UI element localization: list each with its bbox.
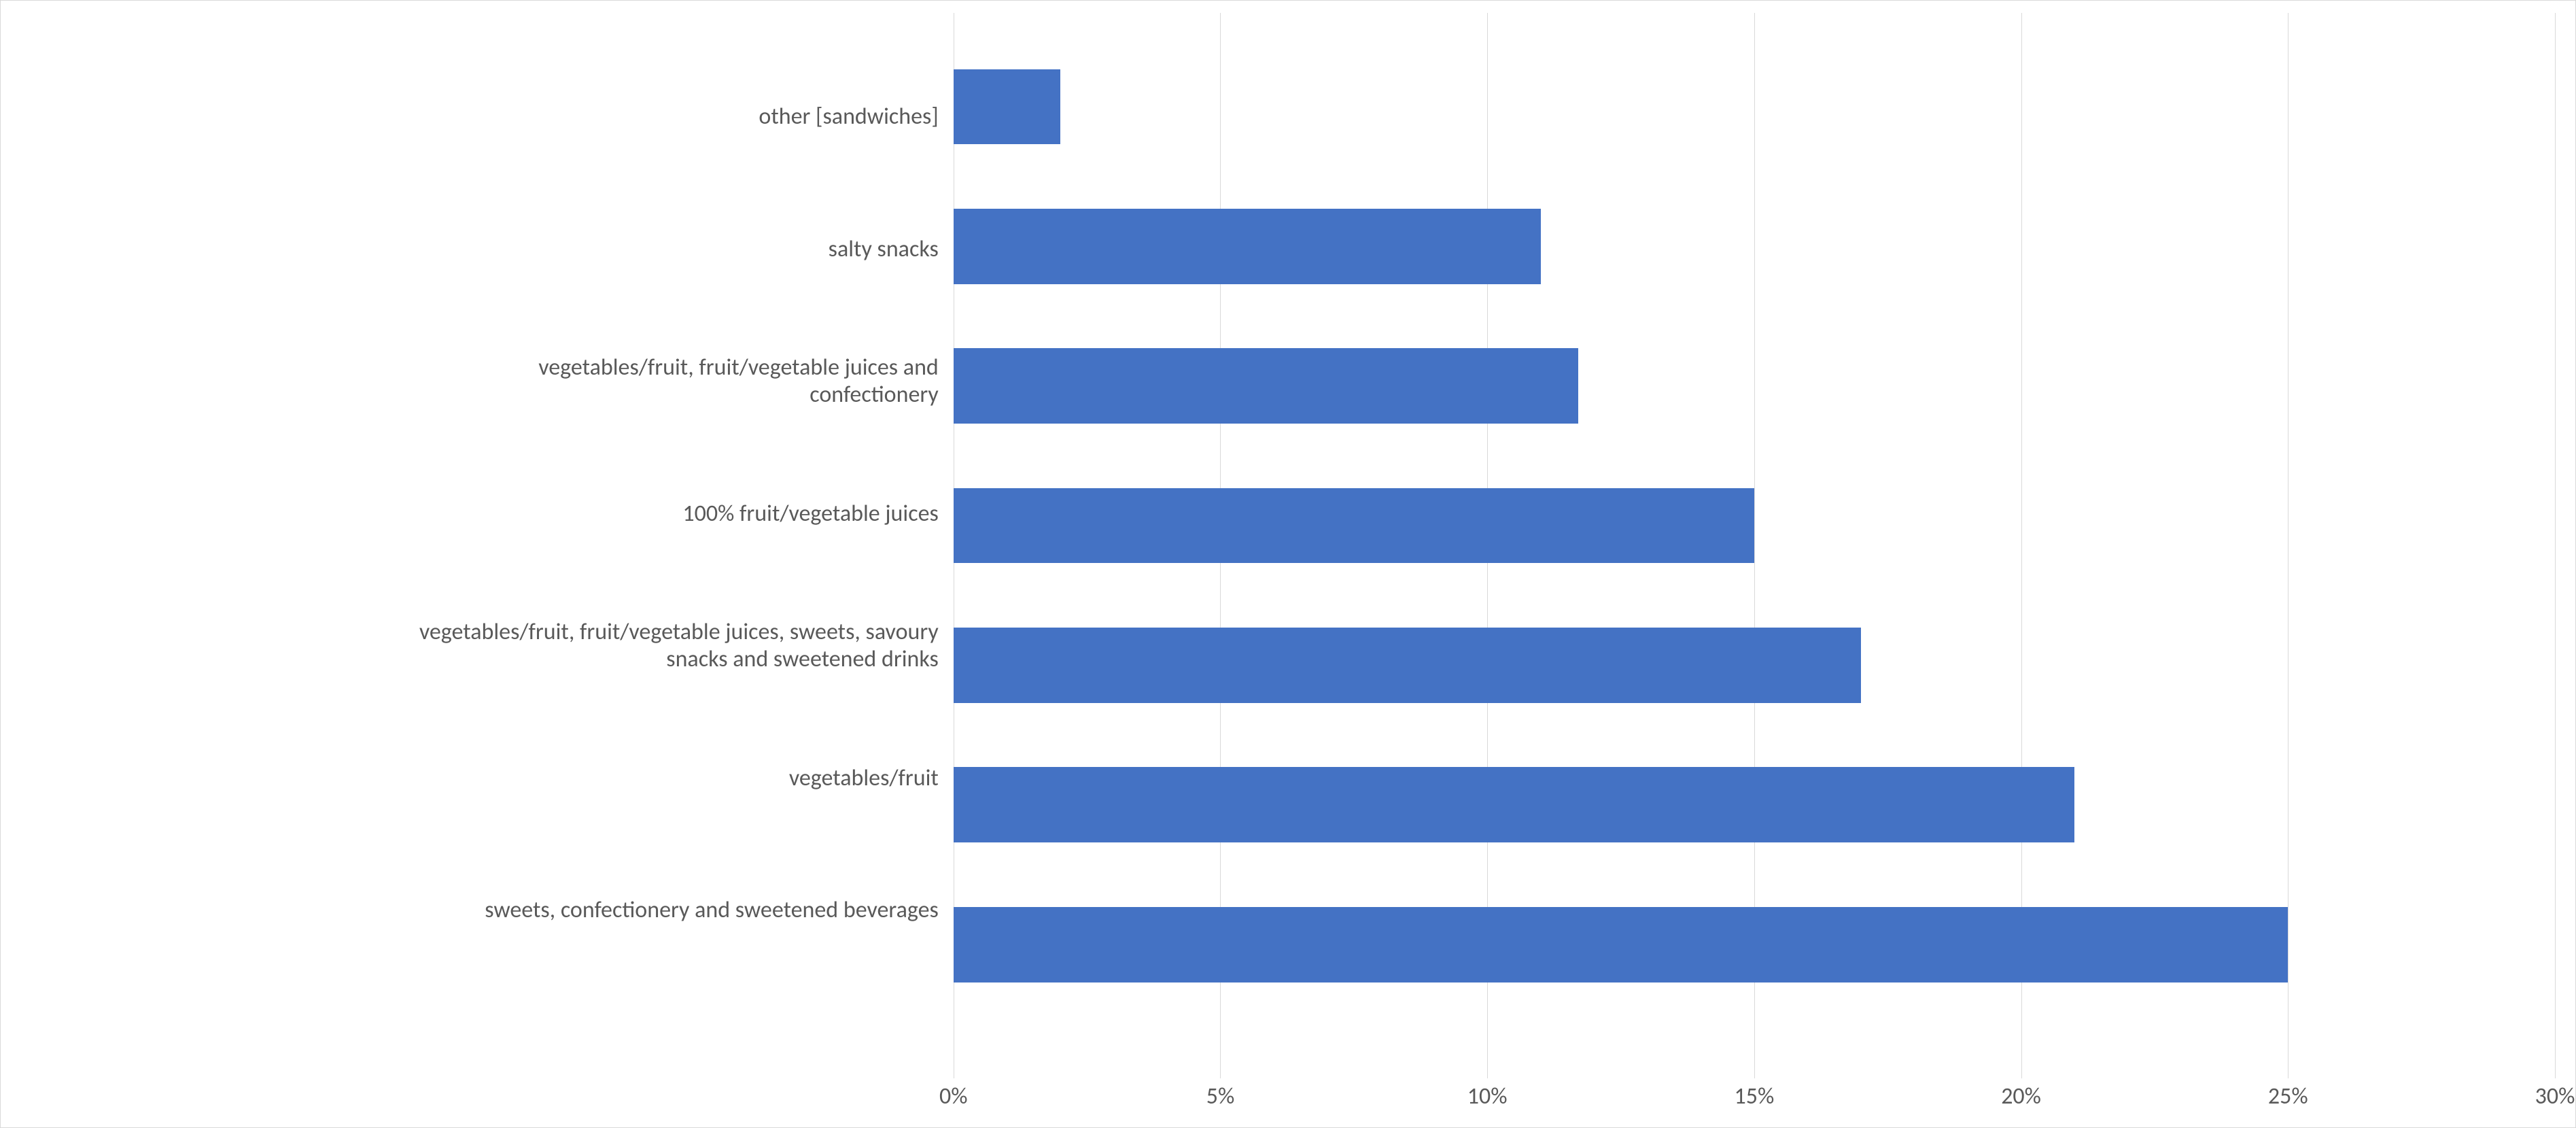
plot-area xyxy=(954,13,2555,1078)
category-label: vegetables/fruit, fruit/vegetable juices… xyxy=(13,580,954,712)
category-label: 100% fruit/vegetable juices xyxy=(13,448,954,580)
bar-slot xyxy=(954,456,2555,595)
x-axis-spacer xyxy=(13,1082,954,1112)
bars-layer xyxy=(954,13,2555,1078)
gridline xyxy=(2555,13,2556,1078)
x-tick-label: 10% xyxy=(1467,1082,1508,1110)
bar-slot xyxy=(954,37,2555,176)
x-tick-label: 20% xyxy=(2001,1082,2041,1110)
chart-container: other [sandwiches]salty snacksvegetables… xyxy=(0,0,2576,1128)
bar xyxy=(954,209,1541,284)
x-tick-label: 25% xyxy=(2268,1082,2308,1110)
x-tick-label: 5% xyxy=(1206,1082,1235,1110)
bar xyxy=(954,767,2074,842)
category-label: other [sandwiches] xyxy=(13,51,954,183)
category-label: sweets, confectionery and sweetened beve… xyxy=(13,844,954,976)
x-tick-label: 15% xyxy=(1735,1082,1775,1110)
x-tick-label: 0% xyxy=(939,1082,968,1110)
y-axis-labels: other [sandwiches]salty snacksvegetables… xyxy=(13,13,954,1078)
bar-slot xyxy=(954,874,2555,1014)
x-axis-ticks: 0%5%10%15%20%25%30% xyxy=(954,1082,2555,1112)
x-tick-label: 30% xyxy=(2535,1082,2575,1110)
chart-inner: other [sandwiches]salty snacksvegetables… xyxy=(13,13,2555,1112)
bar-slot xyxy=(954,316,2555,456)
category-label: vegetables/fruit, fruit/vegetable juices… xyxy=(13,315,954,447)
bar xyxy=(954,907,2288,982)
bar xyxy=(954,348,1578,424)
category-label: vegetables/fruit xyxy=(13,712,954,844)
bar-slot xyxy=(954,177,2555,316)
bar xyxy=(954,488,1754,564)
bar-slot xyxy=(954,596,2555,735)
bar xyxy=(954,628,1861,703)
plot-row: other [sandwiches]salty snacksvegetables… xyxy=(13,13,2555,1078)
category-label: salty snacks xyxy=(13,184,954,315)
x-axis-row: 0%5%10%15%20%25%30% xyxy=(13,1082,2555,1112)
bar xyxy=(954,69,1060,145)
bar-slot xyxy=(954,735,2555,874)
